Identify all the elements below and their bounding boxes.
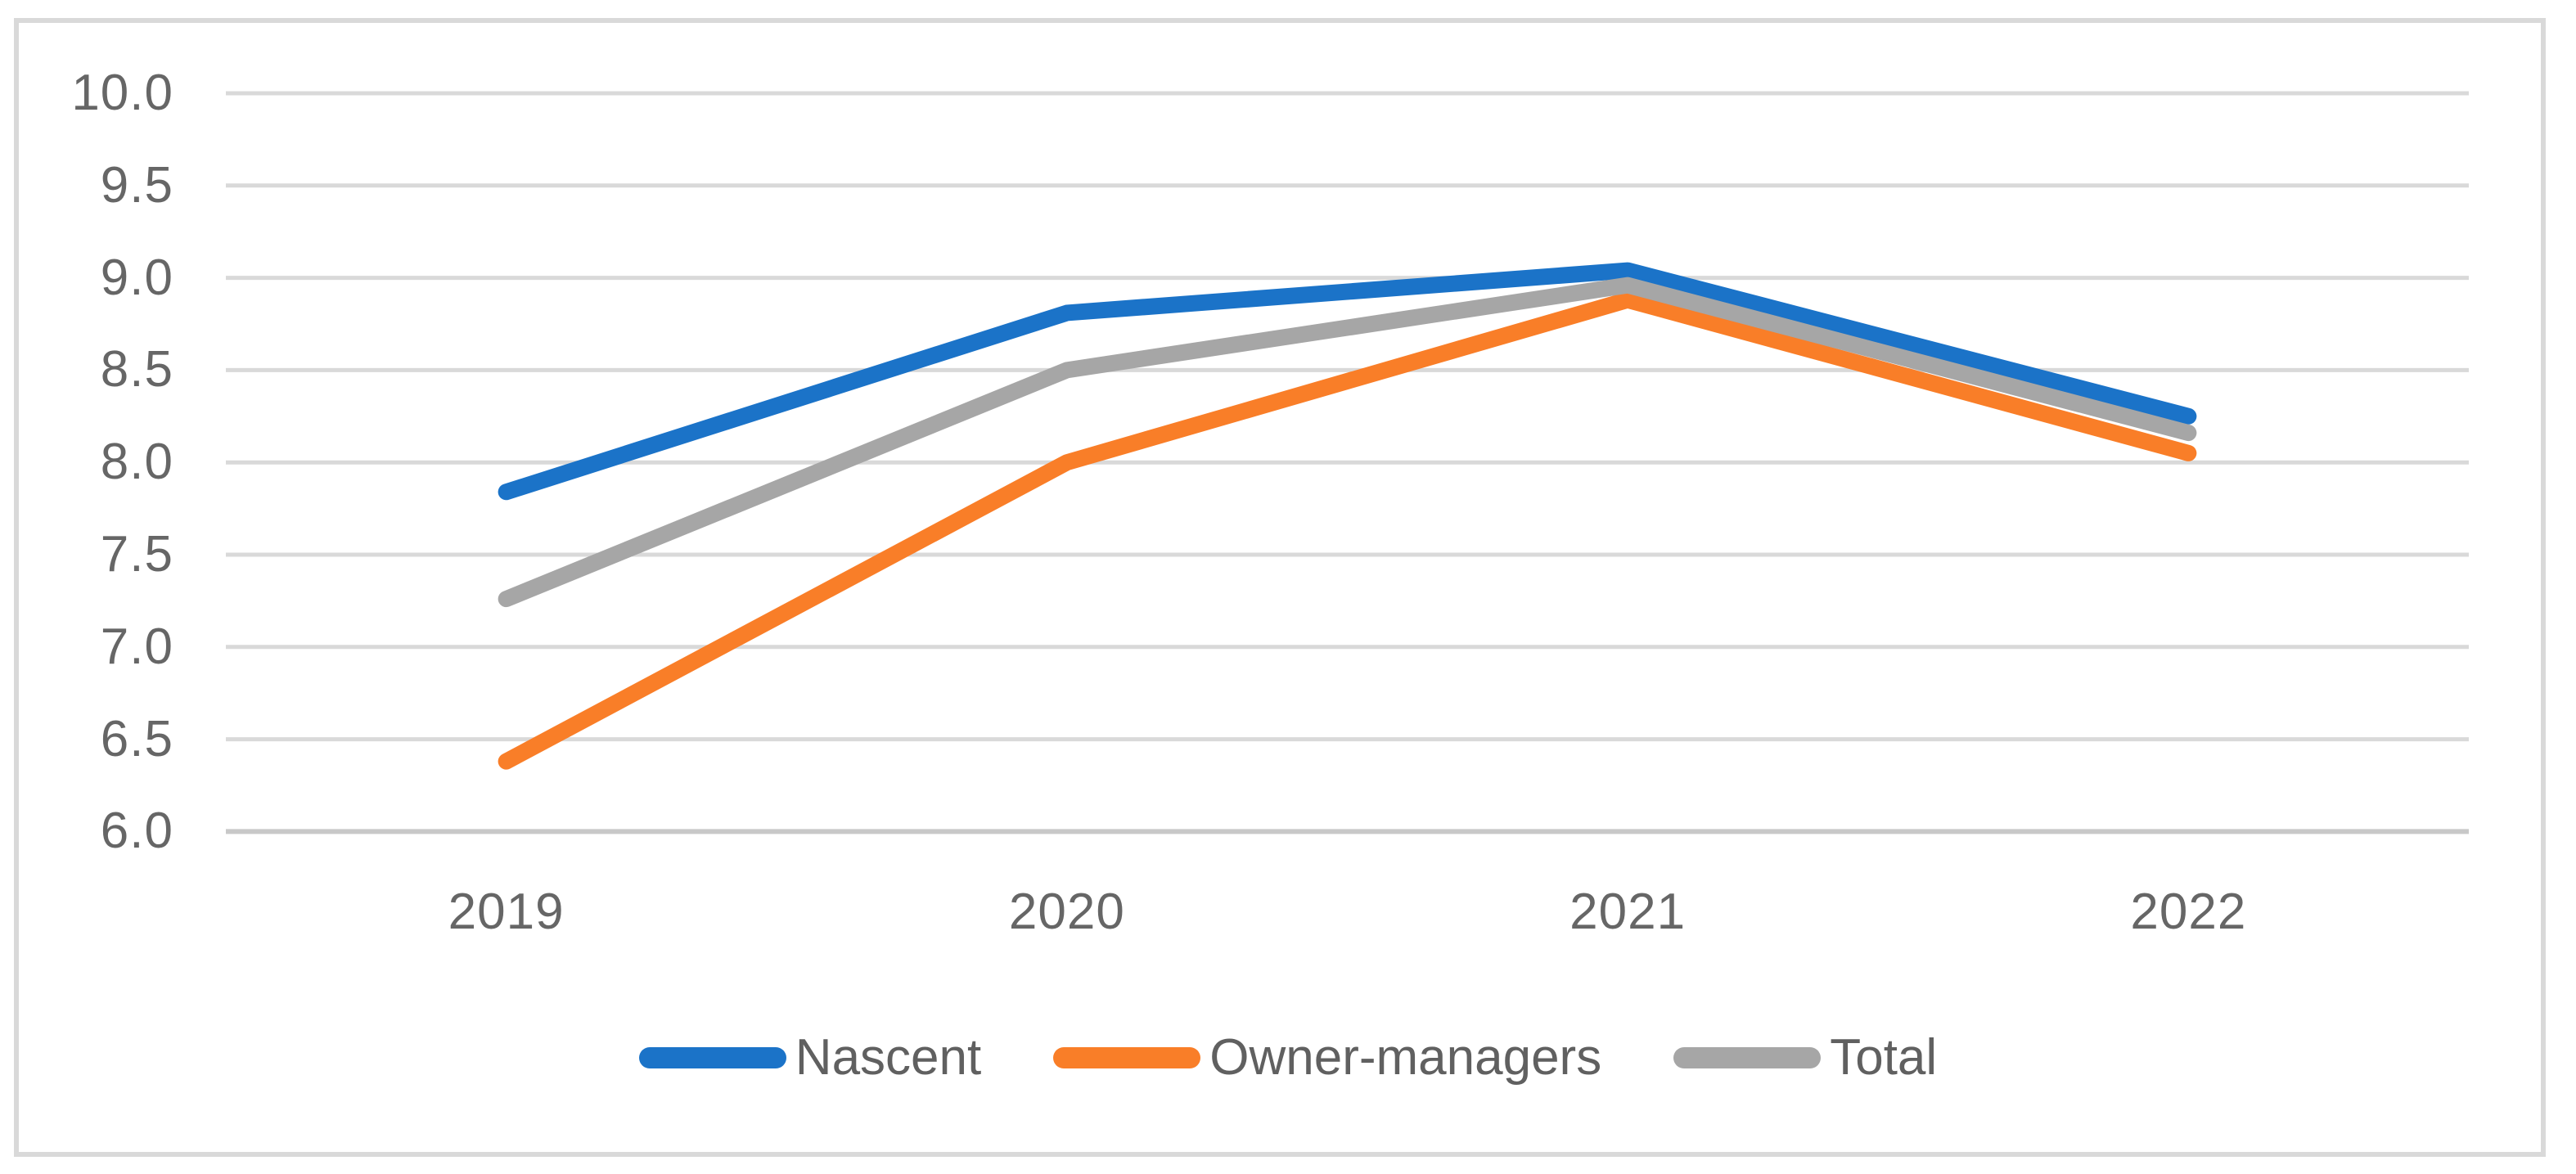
legend-item-owner-managers: Owner-managers: [1053, 1029, 1601, 1086]
y-axis-tick-label: 9.0: [100, 249, 173, 306]
y-axis-tick-label: 10.0: [71, 65, 173, 121]
x-axis-tick-label: 2022: [2130, 884, 2247, 940]
chart-outer-frame: [14, 18, 2546, 1157]
gridlines-group: [226, 91, 2469, 834]
legend-line-swatch-icon: [1053, 1047, 1201, 1068]
legend-label: Owner-managers: [1209, 1029, 1602, 1086]
series-line-nascent: [498, 262, 2197, 501]
y-axis-tick-label: 8.5: [100, 341, 173, 398]
legend-line-swatch-icon: [638, 1047, 786, 1068]
legend-line-swatch-icon: [1673, 1047, 1822, 1068]
legend-label: Nascent: [795, 1029, 982, 1086]
x-axis-tick-label: 2020: [1008, 884, 1125, 940]
legend-item-nascent: Nascent: [638, 1029, 982, 1086]
series-lines-group: [498, 262, 2197, 770]
series-line-owner-managers: [498, 291, 2197, 770]
x-axis-tick-label: 2019: [448, 884, 565, 940]
legend-label: Total: [1830, 1029, 1938, 1086]
x-axis-tick-label: 2021: [1569, 884, 1687, 940]
y-axis-tick-label: 8.0: [100, 434, 173, 491]
legend-item-total: Total: [1673, 1029, 1937, 1086]
y-axis-tick-label: 6.0: [100, 803, 173, 860]
y-axis-tick-label: 7.5: [100, 526, 173, 583]
chart-legend: Nascent Owner-managers Total: [0, 1029, 2576, 1086]
y-axis-tick-label: 9.5: [100, 156, 173, 214]
y-axis-tick-label: 6.5: [100, 710, 173, 767]
y-axis-tick-label: 7.0: [100, 618, 173, 675]
series-line-total: [498, 277, 2197, 608]
